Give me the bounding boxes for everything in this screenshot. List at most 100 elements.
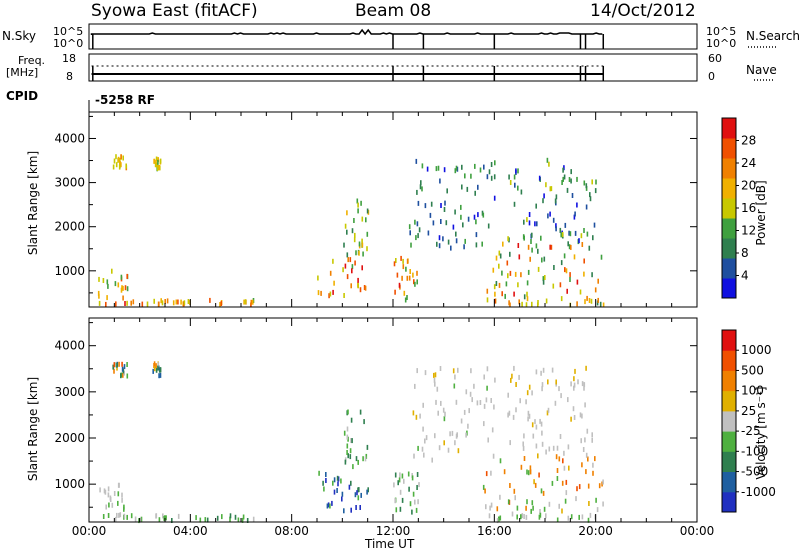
power-cell-232 — [493, 174, 496, 180]
power-cell-58 — [156, 166, 159, 171]
time-xtick-label-2: 08:00 — [274, 524, 309, 538]
velocity-cell-219 — [467, 423, 469, 429]
velocity-cell-262 — [602, 501, 604, 507]
power-cell-65 — [158, 165, 161, 170]
velocity-cell-197 — [455, 399, 458, 405]
power-cell-126 — [361, 238, 363, 244]
velocity-cell-386 — [573, 382, 576, 388]
nsky-tick-top: 10^5 — [53, 25, 84, 38]
power-cell-321 — [530, 239, 532, 244]
nave-tick-bottom: 0 — [708, 70, 715, 83]
power-cell-391 — [589, 192, 591, 198]
power-cell-88 — [349, 257, 352, 263]
power-cell-136 — [366, 208, 369, 214]
velocity-cell-314 — [585, 365, 587, 371]
velocity-cell-271 — [592, 462, 594, 468]
power-cell-69 — [166, 298, 169, 304]
velocity-cell-17 — [107, 513, 110, 518]
power-cell-229 — [417, 200, 420, 206]
velocity-cell-260 — [588, 501, 590, 506]
power-ylabel: Slant Range [km] — [26, 150, 40, 256]
power-cell-291 — [518, 254, 521, 260]
power-cell-61 — [155, 162, 158, 168]
power-cell-135 — [354, 232, 356, 238]
power-cell-278 — [563, 253, 566, 259]
velocity-cell-364 — [583, 382, 586, 388]
power-cell-273 — [594, 287, 597, 293]
power-cell-408 — [508, 300, 510, 306]
power-cell-281 — [526, 296, 529, 302]
power-cell-176 — [435, 166, 438, 172]
velocity-cell-77 — [171, 518, 173, 523]
velocity-cell-283 — [568, 465, 570, 471]
velocity-cell-215 — [425, 435, 428, 441]
velocity-cell-205 — [437, 410, 439, 416]
velocity-cell-109 — [343, 508, 345, 514]
velocity-cell-152 — [395, 507, 398, 513]
velocity-cell-390 — [545, 513, 547, 519]
velocity-cell-332 — [535, 424, 538, 430]
velocity-colorbar-cell-4 — [722, 410, 736, 432]
power-cell-163 — [396, 272, 399, 278]
velocity-cell-41 — [116, 365, 118, 371]
power-cell-326 — [585, 185, 588, 191]
power-cell-301 — [583, 258, 585, 264]
power-colorbar-cell-7 — [722, 138, 736, 159]
power-cell-97 — [361, 265, 363, 271]
velocity-cell-0 — [138, 518, 140, 524]
power-cell-209 — [442, 236, 444, 242]
velocity-cell-90 — [336, 488, 338, 493]
velocity-cell-222 — [468, 408, 470, 414]
power-colorbar-tick-label-2: 12 — [741, 224, 756, 238]
velocity-cell-20 — [99, 487, 101, 493]
power-cell-401 — [518, 299, 520, 305]
power-cell-183 — [430, 201, 433, 207]
velocity-cell-244 — [585, 469, 587, 475]
power-cell-270 — [545, 298, 548, 304]
power-cell-231 — [460, 214, 462, 220]
velocity-cell-325 — [584, 402, 586, 408]
velocity-cell-402 — [587, 517, 590, 523]
velocity-cell-157 — [399, 489, 402, 495]
power-cell-168 — [460, 204, 462, 210]
power-cell-287 — [537, 266, 540, 272]
power-cell-3 — [126, 300, 128, 306]
power-cell-104 — [346, 274, 349, 280]
velocity-cell-161 — [415, 507, 418, 513]
power-cell-306 — [542, 279, 545, 285]
power-cell-164 — [398, 282, 401, 288]
power-cell-87 — [183, 300, 186, 306]
velocity-cell-355 — [579, 412, 582, 418]
power-cell-144 — [409, 269, 411, 274]
power-cell-147 — [404, 297, 407, 303]
velocity-cell-12 — [123, 513, 126, 519]
power-cell-379 — [513, 201, 516, 207]
power-cell-267 — [569, 272, 571, 278]
power-cell-250 — [526, 291, 528, 297]
velocity-cell-304 — [513, 488, 516, 494]
power-cell-261 — [560, 260, 563, 266]
freq-tick-top: 18 — [62, 52, 76, 65]
velocity-cell-248 — [531, 500, 534, 506]
velocity-cell-243 — [558, 503, 560, 509]
velocity-cell-210 — [476, 400, 479, 406]
velocity-cell-404 — [589, 512, 592, 518]
velocity-cell-150 — [409, 501, 412, 507]
velocity-cell-106 — [358, 487, 360, 493]
power-colorbar-label: Power [dB] — [754, 180, 768, 246]
velocity-cell-195 — [422, 402, 424, 408]
velocity-cell-103 — [341, 491, 344, 497]
power-cell-373 — [585, 204, 588, 210]
power-cell-11 — [161, 300, 164, 306]
velocity-cell-266 — [558, 456, 561, 462]
power-cell-396 — [509, 302, 511, 308]
velocity-cell-378 — [528, 384, 531, 390]
power-cell-0 — [146, 301, 149, 307]
power-cell-206 — [455, 231, 457, 237]
power-cell-120 — [353, 237, 356, 243]
velocity-cell-54 — [121, 361, 123, 367]
velocity-cell-273 — [587, 456, 589, 462]
power-cell-358 — [568, 177, 571, 182]
velocity-cell-201 — [471, 397, 473, 403]
velocity-cell-159 — [411, 509, 413, 515]
